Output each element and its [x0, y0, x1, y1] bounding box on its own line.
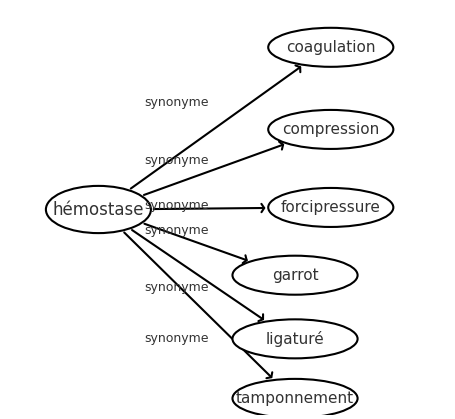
Text: garrot: garrot	[271, 268, 318, 283]
Ellipse shape	[232, 319, 357, 358]
Ellipse shape	[232, 256, 357, 295]
Ellipse shape	[268, 188, 393, 227]
Text: forcipressure: forcipressure	[280, 200, 380, 215]
Ellipse shape	[232, 379, 357, 418]
Text: synonyme: synonyme	[144, 199, 208, 212]
Ellipse shape	[268, 28, 393, 67]
Text: hémostase: hémostase	[52, 201, 144, 218]
Text: synonyme: synonyme	[144, 224, 208, 237]
Text: ligaturé: ligaturé	[265, 331, 324, 347]
Text: synonyme: synonyme	[144, 281, 208, 294]
Text: synonyme: synonyme	[144, 96, 208, 109]
Text: compression: compression	[282, 122, 379, 137]
Text: synonyme: synonyme	[144, 332, 208, 345]
Ellipse shape	[268, 110, 393, 149]
Ellipse shape	[46, 186, 151, 233]
Text: tamponnement: tamponnement	[235, 391, 354, 406]
Text: synonyme: synonyme	[144, 154, 208, 167]
Text: coagulation: coagulation	[285, 40, 375, 55]
